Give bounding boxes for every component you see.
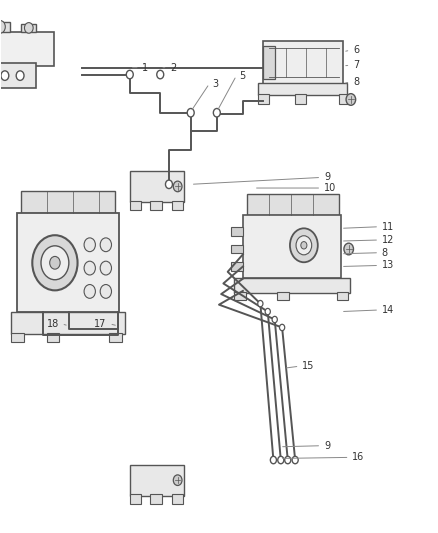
Circle shape: [25, 22, 33, 33]
Bar: [258, 94, 269, 104]
Bar: [295, 94, 306, 104]
Bar: [110, 333, 121, 342]
Circle shape: [301, 241, 307, 249]
Text: 18: 18: [46, 319, 59, 329]
Bar: [258, 83, 347, 95]
Bar: [130, 495, 141, 504]
Circle shape: [296, 236, 312, 255]
Bar: [150, 495, 162, 504]
Circle shape: [272, 317, 277, 322]
Circle shape: [1, 71, 9, 80]
Circle shape: [285, 456, 291, 464]
Circle shape: [126, 70, 133, 79]
Circle shape: [84, 285, 95, 298]
Bar: [0, 22, 10, 31]
Text: 12: 12: [382, 235, 394, 245]
Text: 2: 2: [170, 63, 177, 72]
Circle shape: [100, 261, 112, 275]
Circle shape: [100, 285, 112, 298]
Circle shape: [49, 256, 60, 269]
Bar: [247, 195, 339, 215]
Bar: [47, 333, 60, 342]
Circle shape: [166, 180, 173, 189]
Bar: [0, 31, 53, 66]
Bar: [172, 201, 184, 211]
Bar: [11, 312, 124, 334]
Bar: [262, 41, 343, 84]
Bar: [11, 333, 24, 342]
Text: 9: 9: [324, 172, 330, 182]
Text: 15: 15: [302, 361, 314, 371]
Bar: [339, 94, 350, 104]
Text: 13: 13: [382, 261, 394, 270]
Circle shape: [290, 228, 318, 262]
Circle shape: [292, 456, 298, 464]
Circle shape: [32, 235, 78, 290]
Bar: [17, 214, 119, 312]
Text: 16: 16: [352, 453, 364, 463]
Circle shape: [213, 109, 220, 117]
Text: 7: 7: [353, 60, 359, 70]
Text: 1: 1: [142, 63, 148, 72]
Text: 11: 11: [382, 222, 394, 232]
Bar: [231, 262, 243, 271]
Text: 17: 17: [94, 319, 107, 329]
Circle shape: [0, 20, 5, 33]
Circle shape: [258, 301, 263, 307]
Text: 8: 8: [353, 77, 359, 87]
Bar: [336, 292, 348, 301]
Circle shape: [270, 456, 276, 464]
Bar: [172, 495, 184, 504]
Circle shape: [173, 181, 182, 192]
Bar: [231, 227, 243, 236]
Circle shape: [84, 238, 95, 252]
Text: 5: 5: [239, 70, 245, 80]
Bar: [21, 23, 36, 31]
Text: 14: 14: [382, 305, 394, 315]
Circle shape: [278, 456, 284, 464]
Text: 8: 8: [382, 248, 388, 258]
Bar: [150, 201, 162, 211]
Text: 10: 10: [324, 183, 336, 193]
Bar: [243, 215, 341, 278]
Circle shape: [100, 238, 112, 252]
Bar: [277, 292, 289, 301]
Circle shape: [344, 243, 353, 255]
Bar: [231, 245, 243, 253]
Bar: [234, 278, 350, 293]
Bar: [130, 465, 184, 496]
Bar: [262, 46, 275, 79]
Bar: [130, 201, 141, 211]
Circle shape: [187, 109, 194, 117]
Circle shape: [84, 261, 95, 275]
Bar: [234, 292, 246, 301]
Circle shape: [16, 71, 24, 80]
Text: 3: 3: [212, 78, 218, 88]
Circle shape: [346, 94, 356, 106]
Circle shape: [157, 70, 164, 79]
Circle shape: [265, 309, 270, 315]
Bar: [130, 171, 184, 202]
Circle shape: [173, 475, 182, 486]
Bar: [0, 63, 36, 88]
Text: 6: 6: [353, 45, 359, 55]
Text: 9: 9: [324, 441, 330, 451]
Circle shape: [41, 246, 69, 280]
Circle shape: [279, 324, 285, 330]
Bar: [21, 191, 115, 214]
